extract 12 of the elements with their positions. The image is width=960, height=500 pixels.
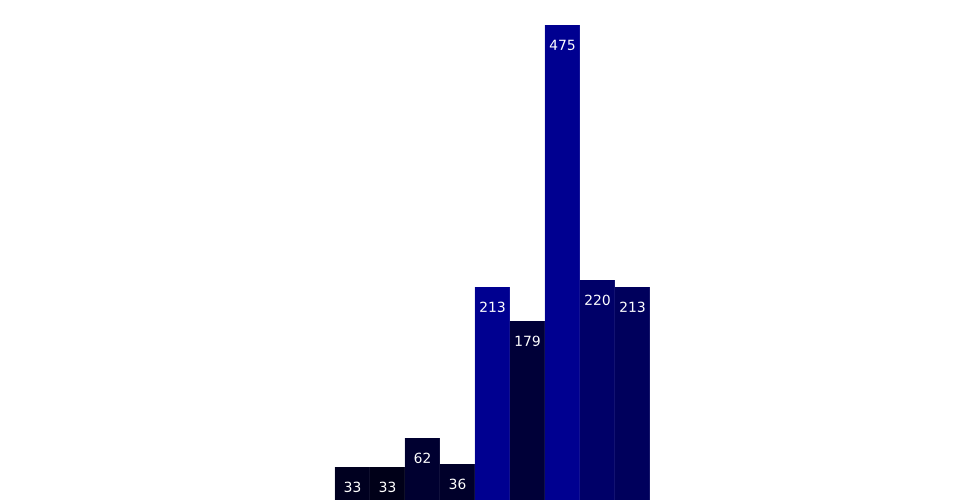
data-label: 33	[344, 482, 360, 492]
data-label: 220	[585, 294, 610, 306]
data-label: 475	[550, 40, 574, 50]
data-label: 36	[450, 478, 466, 490]
data-label: 62	[414, 452, 430, 464]
bar	[510, 321, 545, 500]
data-label: 213	[620, 302, 645, 312]
data-label: 213	[480, 302, 505, 312]
data-label: 179	[516, 336, 540, 346]
bar	[544, 25, 580, 500]
bar	[474, 287, 510, 500]
data-label: 33	[380, 482, 396, 492]
